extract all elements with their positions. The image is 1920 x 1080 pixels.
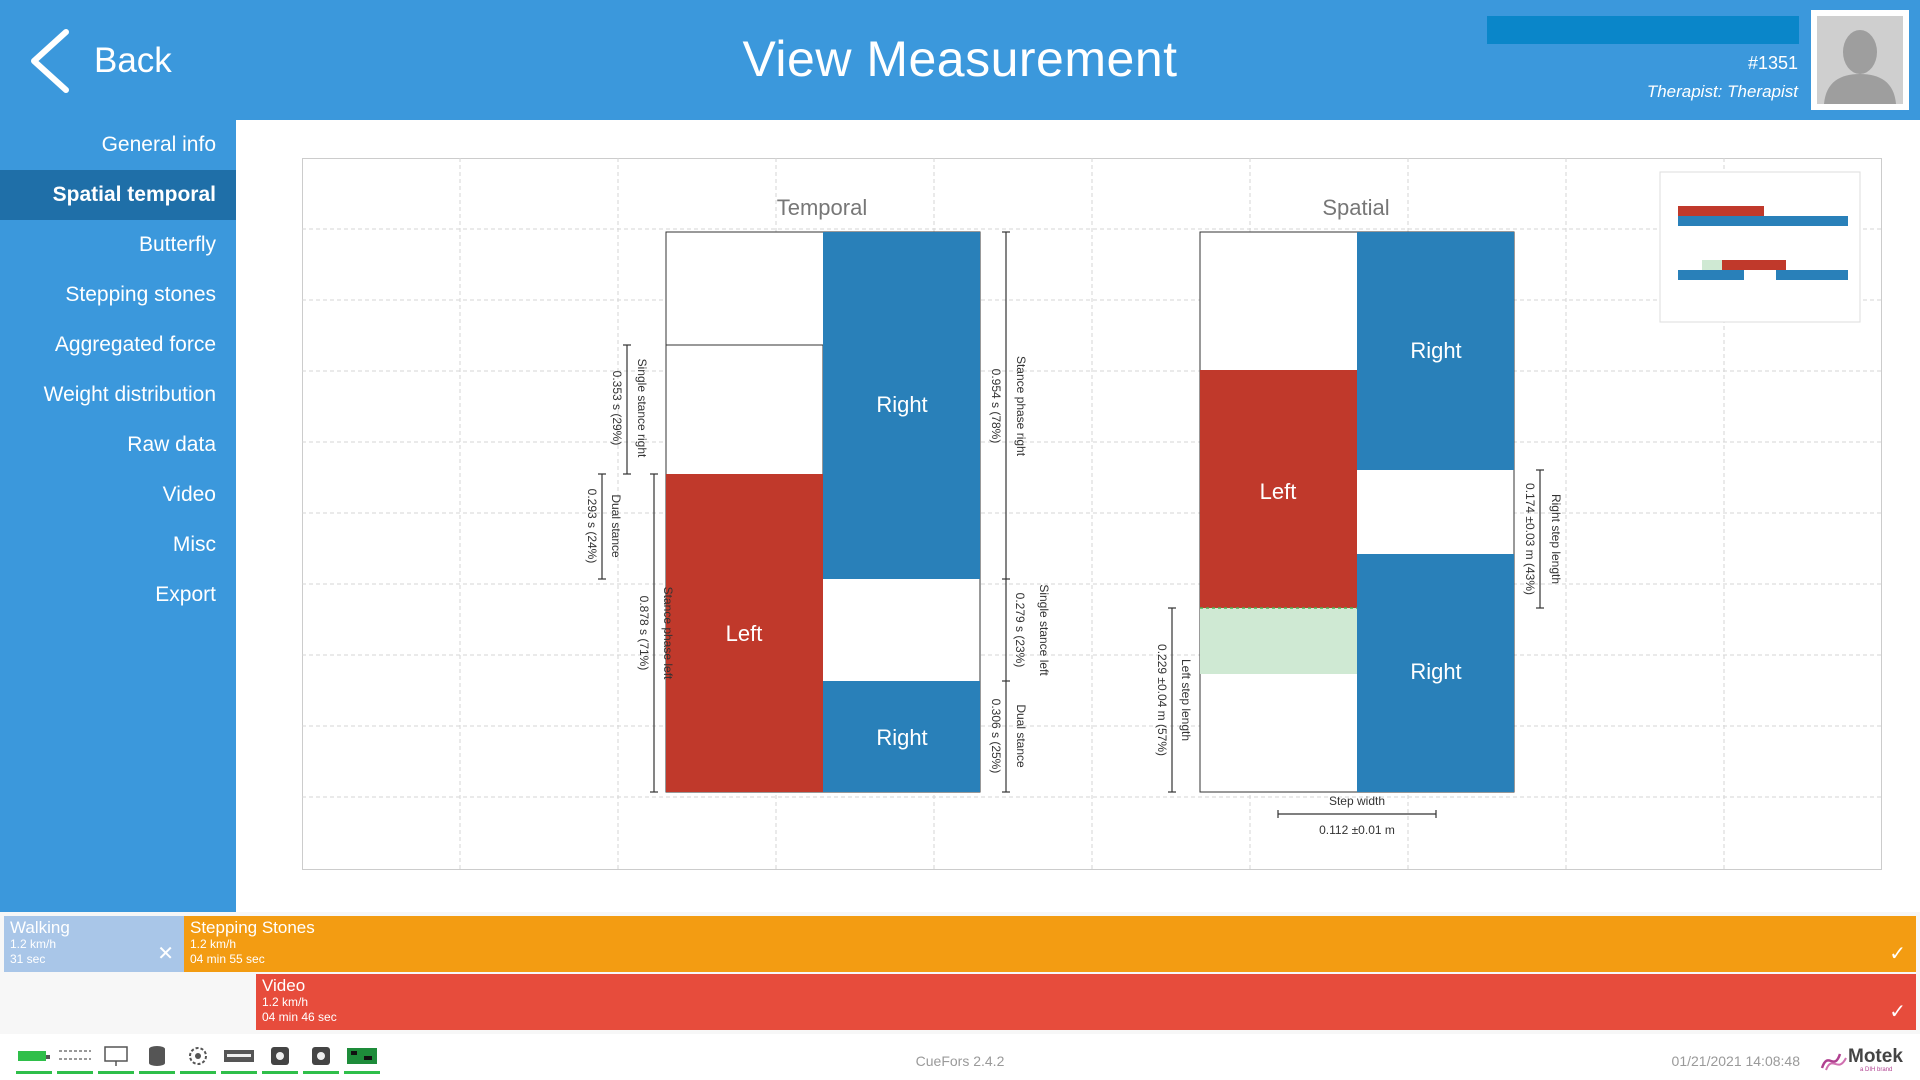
sidebar-item-raw-data[interactable]: Raw data: [127, 433, 216, 456]
walking-name: Walking: [10, 918, 70, 937]
main-content: Temporal Left Right Right: [236, 120, 1920, 912]
sidebar: General info Spatial temporal Butterfly …: [0, 120, 236, 912]
single-stance-left-name: Single stance left: [1037, 584, 1051, 676]
temporal-right-bar-bottom[interactable]: [823, 681, 980, 792]
user-silhouette-icon: [1824, 30, 1896, 104]
timeline-video[interactable]: Video 1.2 km/h 04 min 46 sec ✓: [256, 974, 1916, 1030]
sidebar-item-general-info[interactable]: General info: [101, 133, 216, 156]
dual-stance-left-name: Dual stance: [609, 494, 623, 558]
chart-grid: [302, 158, 1882, 870]
single-stance-left-value: 0.279 s (23%): [1013, 593, 1027, 668]
spatial-right-label-top: Right: [1410, 338, 1461, 363]
network-icon[interactable]: [57, 1044, 93, 1074]
chevron-left-icon: [31, 29, 69, 93]
timeline-stepping-stones[interactable]: Stepping Stones 1.2 km/h 04 min 55 sec ✓: [184, 916, 1916, 972]
patient-id: #1351: [1747, 53, 1798, 73]
logo-subtext: a DIH brand: [1860, 1067, 1893, 1073]
chart-svg: Temporal Left Right Right: [302, 158, 1882, 870]
camera-icon[interactable]: [303, 1044, 339, 1074]
sidebar-item-stepping-stones[interactable]: Stepping stones: [65, 283, 216, 306]
spatial-right-bar-bottom[interactable]: [1357, 554, 1514, 792]
board-icon[interactable]: [344, 1044, 380, 1074]
back-button[interactable]: Back: [26, 28, 196, 94]
stepping-duration: 04 min 55 sec: [190, 952, 265, 966]
camera-icon[interactable]: [262, 1044, 298, 1074]
check-icon: ✓: [1889, 1001, 1906, 1023]
step-width-value: 0.112 ±0.01 m: [1319, 823, 1395, 837]
left-step-length-name: Left step length: [1179, 659, 1193, 741]
right-step-length-name: Right step length: [1549, 494, 1563, 584]
stance-phase-left-value: 0.878 s (71%): [637, 596, 651, 671]
video-name: Video: [262, 976, 306, 995]
chart-minimap[interactable]: [1659, 171, 1861, 323]
monitor-icon[interactable]: [98, 1044, 134, 1074]
temporal-right-label-top: Right: [876, 392, 927, 417]
sidebar-item-export[interactable]: Export: [155, 583, 216, 606]
back-label: Back: [94, 41, 172, 80]
spatial-title: Spatial: [1322, 195, 1389, 220]
close-icon[interactable]: ✕: [157, 943, 174, 965]
temporal-title: Temporal: [777, 195, 867, 220]
activity-timeline: Walking 1.2 km/h 31 sec ✕ Stepping Stone…: [0, 912, 1920, 1034]
motek-logo: Motek a DIH brand: [1820, 1046, 1916, 1076]
spatial-step-overlap: [1200, 608, 1357, 674]
sidebar-item-misc[interactable]: Misc: [172, 533, 216, 556]
motek-logo-icon: [1820, 1053, 1847, 1071]
sidebar-item-weight-distribution[interactable]: Weight distribution: [43, 383, 216, 406]
status-footer: CueFors 2.4.2 01/21/2021 14:08:48 Motek …: [0, 1034, 1920, 1080]
therapist-label: Therapist: Therapist: [1646, 82, 1798, 101]
temporal-right-bar-top[interactable]: [823, 232, 980, 579]
avatar[interactable]: [1811, 10, 1909, 110]
single-stance-right-name: Single stance right: [635, 359, 649, 458]
header-bar: Back View Measurement #1351 Therapist: T…: [0, 0, 1920, 120]
app-version: CueFors 2.4.2: [915, 1053, 1005, 1069]
stance-phase-right-name: Stance phase right: [1014, 356, 1028, 457]
stance-phase-right-value: 0.954 s (78%): [989, 369, 1003, 444]
page-title: View Measurement: [742, 31, 1178, 87]
database-icon[interactable]: [139, 1044, 175, 1074]
treadmill-icon[interactable]: [16, 1044, 52, 1074]
step-width-name: Step width: [1329, 794, 1385, 808]
spatial-brackets: [1168, 469, 1544, 818]
timeline-walking[interactable]: Walking 1.2 km/h 31 sec ✕: [4, 916, 184, 972]
walking-speed: 1.2 km/h: [10, 937, 57, 951]
temporal-single-stance-right-box: [665, 344, 824, 476]
spatial-right-label-bottom: Right: [1410, 659, 1461, 684]
walking-duration: 31 sec: [10, 952, 46, 966]
temporal-annotations: 0.353 s (29%) Single stance right 0.293 …: [585, 356, 1051, 773]
right-step-length-value: 0.174 ±0.03 m (43%): [1523, 483, 1537, 595]
sidebar-item-spatial-temporal[interactable]: Spatial temporal: [0, 170, 236, 220]
progress-bar: [1487, 16, 1799, 44]
sidebar-item-video[interactable]: Video: [162, 483, 216, 506]
dual-stance-right-value: 0.306 s (25%): [989, 699, 1003, 774]
single-stance-right-value: 0.353 s (29%): [610, 371, 624, 446]
spatial-temporal-chart: Temporal Left Right Right: [302, 158, 1882, 870]
spatial-left-bar[interactable]: [1200, 370, 1357, 608]
dual-stance-left-value: 0.293 s (24%): [585, 489, 599, 564]
temporal-left-bar[interactable]: [666, 474, 823, 792]
stepping-name: Stepping Stones: [190, 918, 315, 937]
video-duration: 04 min 46 sec: [262, 1010, 337, 1024]
dual-stance-right-name: Dual stance: [1014, 704, 1028, 768]
spatial-annotations: 0.174 ±0.03 m (43%) Right step length 0.…: [1155, 483, 1563, 837]
logo-text: Motek: [1848, 1046, 1903, 1067]
check-icon: ✓: [1889, 943, 1906, 965]
temporal-right-label-bottom: Right: [876, 725, 927, 750]
spatial-right-bar-top[interactable]: [1357, 232, 1514, 470]
stepping-speed: 1.2 km/h: [190, 937, 237, 951]
stance-phase-left-name: Stance phase left: [661, 587, 675, 680]
temporal-left-label: Left: [726, 621, 763, 646]
recorder-icon[interactable]: [221, 1044, 257, 1074]
current-datetime: 01/21/2021 14:08:48: [1671, 1053, 1800, 1069]
temporal-brackets: [598, 231, 1010, 793]
sidebar-item-butterfly[interactable]: Butterfly: [138, 233, 216, 256]
video-speed: 1.2 km/h: [262, 995, 309, 1009]
left-step-length-value: 0.229 ±0.04 m (57%): [1155, 644, 1169, 756]
settings-icon[interactable]: [180, 1044, 216, 1074]
sidebar-item-aggregated-force[interactable]: Aggregated force: [54, 333, 216, 356]
spatial-left-label: Left: [1260, 479, 1297, 504]
